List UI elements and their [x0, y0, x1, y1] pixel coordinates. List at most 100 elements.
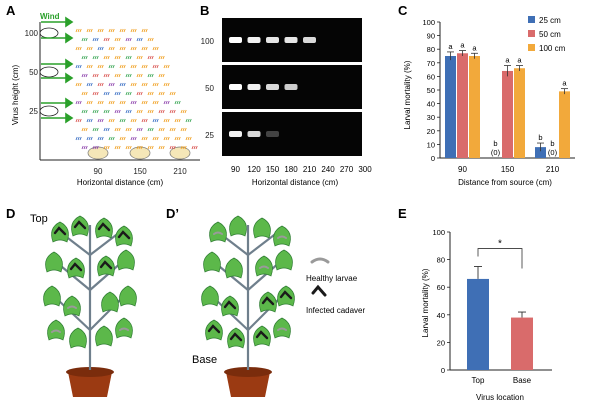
- base-label: Base: [192, 354, 217, 366]
- panel-a-xlabel: Horizontal distance (cm): [77, 178, 164, 187]
- gel-band: [266, 84, 279, 90]
- virus-particle: [147, 91, 154, 96]
- virus-particle: [108, 28, 115, 33]
- virus-particle: [75, 28, 82, 33]
- infected-cadaver: [279, 290, 293, 300]
- leaf: [43, 285, 61, 307]
- virus-particle: [81, 55, 88, 60]
- virus-particle: [119, 28, 126, 33]
- virus-particle: [86, 82, 93, 87]
- virus-particle: [169, 91, 176, 96]
- panel-label-d: D: [6, 206, 15, 221]
- virus-particle: [92, 145, 99, 150]
- virus-particle: [136, 145, 143, 150]
- gel-row-label: 25: [205, 131, 214, 140]
- plant-stem: [215, 299, 249, 331]
- plant-top-infection: [43, 215, 137, 397]
- virus-particle: [174, 100, 181, 105]
- virus-particle: [125, 109, 132, 114]
- gel-band: [247, 84, 261, 90]
- virus-particle: [130, 28, 137, 33]
- panel-c-sig-letter: a: [517, 56, 522, 65]
- gel-band: [266, 131, 279, 137]
- virus-particle: [119, 82, 126, 87]
- panel-e-bar: [511, 317, 533, 370]
- infected-cadaver: [73, 220, 87, 230]
- healthy-larva: [213, 231, 223, 235]
- virus-particle: [147, 37, 154, 42]
- panel-a-xtick: 90: [94, 167, 103, 176]
- panel-e-ytick: 0: [441, 366, 445, 375]
- sample-plant-150: [129, 146, 151, 160]
- virus-particle: [92, 37, 99, 42]
- virus-particle: [86, 64, 93, 69]
- virus-particle: [75, 82, 82, 87]
- panel-c-ylabel: Larval mortality (%): [403, 60, 412, 129]
- virus-particle: [152, 64, 159, 69]
- panel-a-ytick: 100: [25, 29, 39, 38]
- virus-particle: [114, 55, 121, 60]
- virus-particle: [180, 145, 187, 150]
- panel-c-sig-letter: a: [472, 43, 477, 52]
- panel-c-xtick: 210: [546, 165, 560, 174]
- virus-particle: [158, 145, 165, 150]
- wind-arrows: [41, 16, 74, 124]
- virus-particle: [103, 55, 110, 60]
- leaf: [205, 319, 223, 341]
- flower-pot: [68, 372, 112, 397]
- leaf: [119, 285, 137, 307]
- panel-e-bar: [467, 278, 489, 370]
- panel-c-legend-label: 25 cm: [539, 16, 561, 25]
- virus-particle: [130, 82, 137, 87]
- gel-x-ticks: 90 120 150 180 210 240 270 300: [231, 165, 372, 174]
- virus-particle: [114, 91, 121, 96]
- healthy-larva: [51, 329, 61, 333]
- virus-particle: [174, 136, 181, 141]
- panel-c-sig-letter: a: [460, 41, 465, 50]
- panel-c-bar: [469, 56, 480, 158]
- virus-particle: [180, 127, 187, 132]
- healthy-larva: [259, 265, 269, 269]
- virus-particle: [163, 100, 170, 105]
- panel-c-ytick: 90: [427, 32, 435, 41]
- panel-e-ytick: 20: [437, 338, 445, 347]
- virus-particle: [152, 136, 159, 141]
- virus-particle: [130, 118, 137, 123]
- sample-plant-210: [169, 146, 191, 160]
- leaf: [95, 325, 113, 347]
- virus-particle: [108, 136, 115, 141]
- panel-c-xlabel: Distance from source (cm): [458, 178, 552, 187]
- infected-cadaver: [69, 262, 83, 272]
- virus-particle-cloud: [75, 28, 198, 150]
- panel-e-ylabel: Larval mortality (%): [421, 268, 430, 337]
- virus-particle: [103, 145, 110, 150]
- virus-particle: [158, 91, 165, 96]
- virus-particle: [158, 127, 165, 132]
- panel-a-ylabel: Virus height (cm): [11, 65, 20, 126]
- top-label: Top: [30, 213, 48, 225]
- virus-particle: [147, 109, 154, 114]
- virus-particle: [75, 118, 82, 123]
- virus-particle: [152, 118, 159, 123]
- virus-particle: [81, 73, 88, 78]
- virus-particle: [191, 145, 198, 150]
- virus-particle: [114, 37, 121, 42]
- infected-cadaver: [99, 260, 113, 270]
- gel-row-label: 100: [201, 37, 215, 46]
- legend-healthy: Healthy larvae: [306, 274, 358, 283]
- virus-particle: [119, 118, 126, 123]
- panel-e-ytick: 60: [437, 283, 445, 292]
- virus-particle: [97, 136, 104, 141]
- panel-c-ytick: 60: [427, 72, 435, 81]
- panel-c-ytick: 100: [422, 18, 435, 27]
- virus-particle: [147, 73, 154, 78]
- virus-particle: [108, 100, 115, 105]
- virus-particle: [141, 64, 148, 69]
- virus-particle: [169, 109, 176, 114]
- virus-particle: [92, 55, 99, 60]
- healthy-larva: [119, 327, 129, 331]
- virus-particle: [163, 118, 170, 123]
- virus-particle: [141, 28, 148, 33]
- virus-particle: [125, 145, 132, 150]
